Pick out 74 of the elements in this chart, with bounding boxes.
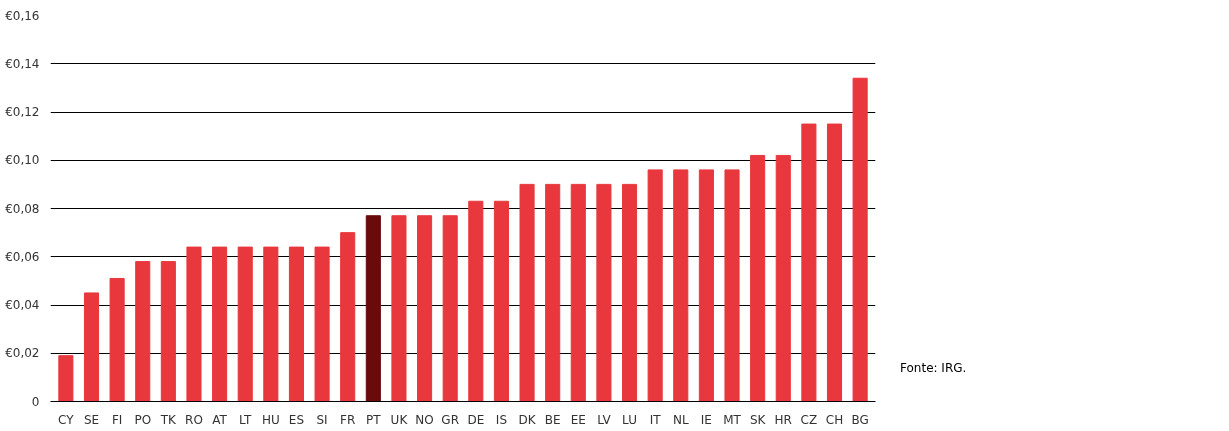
x-tick-label: CH (825, 412, 844, 427)
y-tick-label: €0,08 (5, 201, 40, 216)
y-tick-label: €0,02 (5, 346, 40, 361)
x-tick-label: FR (340, 412, 356, 427)
bar (237, 246, 253, 402)
x-tick-label: PT (366, 412, 382, 427)
bar (647, 169, 663, 402)
x-tick-label: EE (570, 412, 586, 427)
x-tick-label: NO (415, 412, 434, 427)
x-tick-label: UK (390, 412, 409, 427)
x-tick-label: SI (316, 412, 328, 427)
x-tick-label: HR (774, 412, 792, 427)
bar (775, 154, 791, 402)
y-tick-label: €0,04 (5, 298, 40, 312)
x-tick-label: DK (518, 412, 537, 427)
bar (417, 215, 433, 402)
x-tick-label: IT (649, 412, 662, 427)
x-tick-label: AT (212, 412, 228, 427)
x-tick-label: FI (111, 412, 123, 427)
bar (468, 200, 484, 402)
x-tick-label: SK (749, 412, 767, 427)
x-tick-label: CZ (800, 412, 818, 427)
x-tick-label: LU (622, 412, 637, 427)
y-tick-label: €0,06 (5, 249, 40, 264)
x-tick-label: MT (723, 412, 742, 427)
y-tick-label: €0,10 (5, 153, 40, 168)
x-tick-label: RO (185, 412, 203, 427)
bar (135, 261, 151, 402)
bar (160, 261, 176, 402)
bar (83, 292, 100, 402)
y-tick-label: €0,14 (5, 56, 40, 71)
bar (288, 246, 305, 402)
x-tick-label: DE (467, 412, 485, 427)
x-tick-label: BE (544, 412, 561, 427)
x-tick-label: LT (239, 412, 253, 427)
bar (212, 246, 228, 402)
bar (570, 183, 586, 402)
x-tick-label: ES (288, 412, 305, 427)
bar (673, 169, 689, 402)
bar (852, 77, 868, 402)
bar (801, 123, 817, 402)
bar (365, 215, 381, 402)
y-tick-label: €0,12 (5, 105, 40, 119)
bar (621, 183, 638, 402)
x-tick-label: BG (851, 412, 869, 427)
x-tick-label: SE (83, 412, 100, 427)
x-tick-label: IE (700, 412, 712, 427)
bar (596, 183, 612, 402)
x-tick-label: PO (134, 412, 152, 427)
bar (545, 183, 561, 402)
x-tick-label: GR (441, 412, 460, 427)
bar (391, 215, 407, 402)
bar (519, 183, 535, 402)
bar (442, 215, 458, 402)
bar (340, 232, 356, 402)
bar (724, 169, 740, 402)
x-tick-label: HU (261, 412, 280, 427)
bar (493, 200, 509, 402)
bar (826, 123, 843, 402)
x-tick-label: NL (672, 412, 689, 427)
x-tick-label: LV (597, 412, 612, 427)
bar (698, 169, 714, 402)
x-tick-label: IS (495, 412, 508, 427)
x-tick-label: TK (159, 412, 178, 427)
y-tick-label: 0 (31, 394, 40, 409)
y-tick-label: €0,16 (5, 8, 40, 23)
bar (263, 246, 279, 402)
bar (750, 154, 766, 402)
bar (314, 246, 330, 402)
bar (186, 246, 202, 402)
x-tick-label: CY (58, 412, 75, 427)
bar (58, 355, 74, 402)
source-note: Fonte: IRG. (900, 360, 967, 377)
bar (109, 277, 125, 402)
